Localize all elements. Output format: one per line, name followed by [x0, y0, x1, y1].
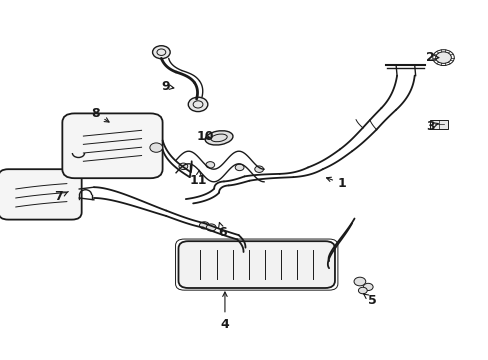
Circle shape: [179, 163, 187, 170]
Circle shape: [152, 46, 170, 59]
Circle shape: [353, 277, 365, 286]
Text: 9: 9: [161, 80, 174, 93]
Text: 5: 5: [363, 294, 376, 307]
Text: 4: 4: [220, 292, 229, 330]
Text: 6: 6: [218, 222, 226, 239]
Text: 11: 11: [189, 170, 206, 186]
Circle shape: [363, 283, 372, 291]
Circle shape: [235, 164, 244, 171]
Circle shape: [149, 143, 162, 152]
Text: 1: 1: [326, 177, 346, 190]
Ellipse shape: [205, 131, 232, 145]
Text: 8: 8: [91, 107, 109, 122]
Text: 3: 3: [425, 120, 437, 132]
Text: 2: 2: [425, 51, 438, 64]
FancyBboxPatch shape: [178, 241, 334, 288]
FancyBboxPatch shape: [429, 120, 447, 129]
Text: 7: 7: [54, 190, 68, 203]
Circle shape: [254, 166, 263, 172]
Circle shape: [435, 52, 450, 63]
FancyBboxPatch shape: [0, 169, 81, 220]
Circle shape: [205, 162, 214, 168]
FancyBboxPatch shape: [62, 113, 162, 178]
Circle shape: [199, 222, 209, 229]
Text: 10: 10: [196, 130, 214, 143]
Circle shape: [358, 287, 366, 294]
Circle shape: [188, 97, 207, 112]
Circle shape: [206, 224, 216, 231]
